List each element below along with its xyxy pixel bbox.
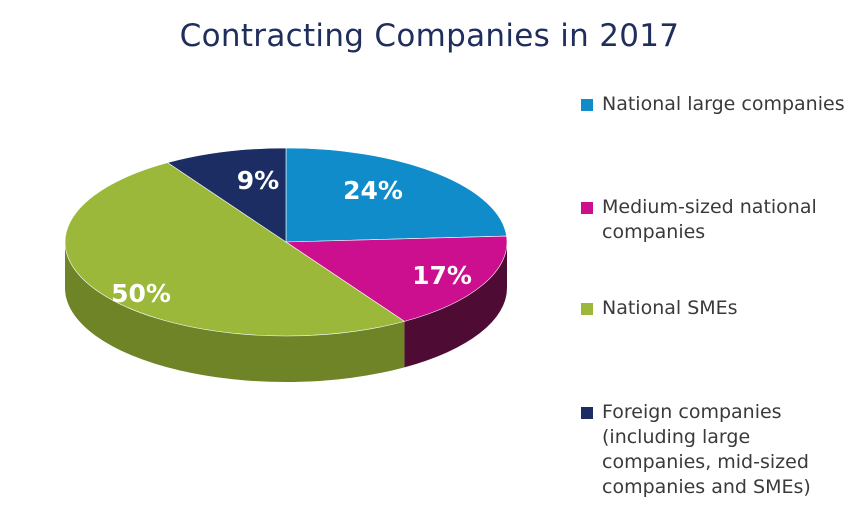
- pie-side-2: [64, 242, 405, 382]
- legend-swatch-medium-sized: [581, 202, 593, 214]
- legend-swatch-national-large: [581, 99, 593, 111]
- pie-slice-1: [285, 235, 508, 322]
- data-label-3: 9%: [237, 166, 279, 195]
- legend-label-national-large: National large companies: [602, 93, 845, 115]
- legend-label-national-smes: National SMEs: [602, 297, 738, 319]
- data-label-1: 17%: [412, 261, 472, 290]
- pie-slice-0: [285, 147, 507, 243]
- legend-item-national-large: National large companies: [581, 92, 851, 117]
- legend-item-national-smes: National SMEs: [581, 296, 851, 321]
- legend-item-foreign: Foreign companies (including large compa…: [581, 400, 851, 500]
- pie-slice-2: [64, 162, 406, 337]
- data-label-2: 50%: [111, 279, 171, 308]
- chart-title: Contracting Companies in 2017: [179, 18, 680, 54]
- pie-slice-3: [166, 147, 287, 243]
- legend-label-medium-sized: Medium-sized national companies: [602, 196, 817, 243]
- legend-label-foreign: Foreign companies (including large compa…: [602, 401, 811, 498]
- legend-item-medium-sized: Medium-sized national companies: [581, 195, 851, 245]
- legend-swatch-foreign: [581, 407, 593, 419]
- legend-swatch-national-smes: [581, 303, 593, 315]
- pie-side-1: [404, 242, 507, 368]
- data-label-0: 24%: [343, 176, 403, 205]
